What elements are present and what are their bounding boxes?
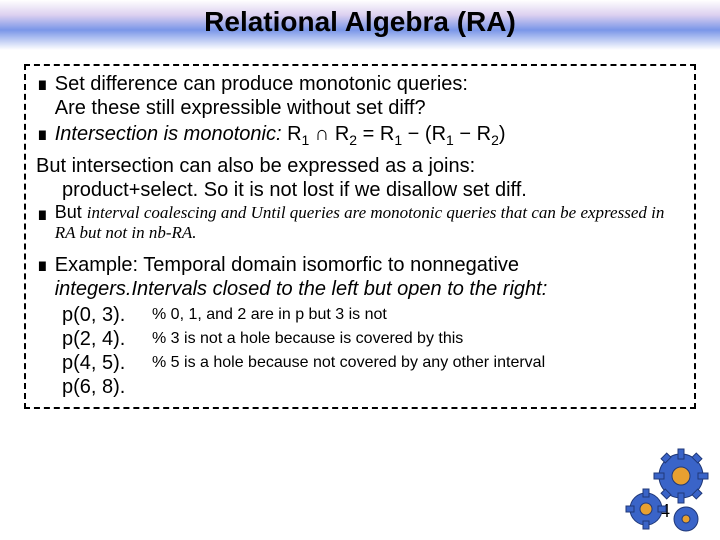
example-p-0: p(0, 3). <box>62 303 152 327</box>
bullet-2-prefix: Intersection is monotonic: <box>55 123 282 145</box>
bullet-3-text: But interval coalescing and Until querie… <box>55 202 684 243</box>
page-title: Relational Algebra (RA) <box>0 6 720 38</box>
bullet-2-text: Intersection is monotonic: R1 ∩ R2 = R1 … <box>55 122 506 152</box>
example-row: p(4, 5). % 5 is a hole because not cover… <box>62 351 684 375</box>
header-gradient: Relational Algebra (RA) <box>0 0 720 50</box>
bullet-4-text: Example: Temporal domain isomorfic to no… <box>55 253 548 301</box>
bullet-marker: ∎ <box>36 72 49 96</box>
example-row: p(6, 8). <box>62 375 684 399</box>
bullet-4: ∎ Example: Temporal domain isomorfic to … <box>36 253 684 301</box>
bullet-4-line1: Example: Temporal domain isomorfic to no… <box>55 254 519 276</box>
example-p-1: p(2, 4). <box>62 327 152 351</box>
example-p-3: p(6, 8). <box>62 375 152 399</box>
bullet-2: ∎ Intersection is monotonic: R1 ∩ R2 = R… <box>36 122 684 152</box>
bullet-1-line1: Set difference can produce monotonic que… <box>55 73 468 95</box>
bullet-2-cont: But intersection can also be expressed a… <box>36 154 684 202</box>
bullet-marker: ∎ <box>36 253 49 277</box>
formula: R1 ∩ R2 = R1 − (R1 − R2) <box>287 123 505 145</box>
bullet-marker: ∎ <box>36 122 49 146</box>
bullet-3-body: interval coalescing and Until queries ar… <box>55 203 665 242</box>
bullet-3-but: But <box>55 202 87 222</box>
spacer <box>36 245 684 253</box>
bullet-3: ∎ But interval coalescing and Until quer… <box>36 202 684 243</box>
example-p-2: p(4, 5). <box>62 351 152 375</box>
example-row: p(0, 3). % 0, 1, and 2 are in p but 3 is… <box>62 303 684 327</box>
bullet-marker: ∎ <box>36 202 49 226</box>
example-c-2: % 5 is a hole because not covered by any… <box>152 351 545 375</box>
content-box: ∎ Set difference can produce monotonic q… <box>24 64 696 409</box>
gears-icon <box>606 441 716 536</box>
bullet-1-line2: Are these still expressible without set … <box>55 97 426 119</box>
bullet-1: ∎ Set difference can produce monotonic q… <box>36 72 684 120</box>
bullet-2-cont2: product+select. So it is not lost if we … <box>62 178 527 202</box>
bullet-4-line2: integers.Intervals closed to the left bu… <box>55 278 548 300</box>
example-c-0: % 0, 1, and 2 are in p but 3 is not <box>152 303 387 327</box>
example-lines: p(0, 3). % 0, 1, and 2 are in p but 3 is… <box>62 303 684 399</box>
bullet-1-text: Set difference can produce monotonic que… <box>55 72 468 120</box>
bullet-2-cont1: But intersection can also be expressed a… <box>36 155 475 177</box>
example-c-1: % 3 is not a hole because is covered by … <box>152 327 463 351</box>
example-row: p(2, 4). % 3 is not a hole because is co… <box>62 327 684 351</box>
